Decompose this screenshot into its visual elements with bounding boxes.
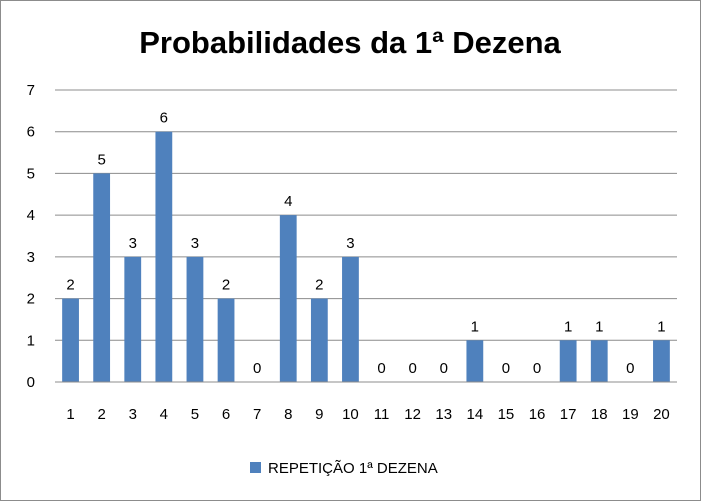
data-label: 0 [253, 360, 261, 377]
bar [466, 340, 484, 382]
data-label: 2 [315, 277, 323, 294]
data-label: 0 [377, 360, 385, 377]
x-tick-label: 4 [160, 406, 168, 423]
data-label: 0 [502, 360, 510, 377]
data-label: 3 [129, 235, 137, 252]
data-label: 1 [657, 318, 665, 335]
bar [590, 340, 608, 382]
x-tick-label: 12 [404, 406, 421, 423]
data-label: 4 [284, 193, 292, 210]
bar [93, 173, 111, 382]
x-tick-label: 13 [435, 406, 452, 423]
y-tick-label: 5 [27, 165, 35, 182]
legend-label: REPETIÇÃO 1ª DEZENA [268, 460, 438, 477]
x-tick-label: 16 [529, 406, 546, 423]
x-tick-label: 17 [560, 406, 577, 423]
bar [559, 340, 577, 382]
data-label: 1 [595, 318, 603, 335]
x-tick-label: 7 [253, 406, 261, 423]
data-label: 0 [626, 360, 634, 377]
x-tick-label: 15 [498, 406, 515, 423]
bar [342, 256, 359, 382]
legend: REPETIÇÃO 1ª DEZENA [250, 460, 438, 477]
data-label: 5 [97, 151, 105, 168]
chart-title: Probabilidades da 1ª Dezena [139, 25, 561, 60]
data-label: 3 [191, 235, 199, 252]
y-tick-label: 1 [27, 332, 35, 349]
bars [62, 131, 670, 382]
y-tick-label: 7 [27, 82, 35, 99]
x-tick-label: 19 [622, 406, 639, 423]
data-label: 0 [440, 360, 448, 377]
x-tick-label: 6 [222, 406, 230, 423]
data-labels: 2 5 3 6 3 2 0 4 2 3 0 0 0 1 0 0 1 1 0 1 [66, 110, 665, 377]
data-label: 6 [160, 110, 168, 127]
bar [653, 340, 670, 382]
data-label: 2 [66, 277, 74, 294]
data-label: 2 [222, 277, 230, 294]
gridlines [55, 89, 677, 341]
y-tick-label: 4 [27, 207, 35, 224]
bar [186, 256, 204, 382]
x-tick-label: 5 [191, 406, 199, 423]
data-label: 3 [346, 235, 354, 252]
x-tick-label: 1 [66, 406, 74, 423]
legend-swatch [250, 462, 261, 473]
x-tick-label: 20 [653, 406, 670, 423]
x-axis-ticks: 1 2 3 4 5 6 7 8 9 10 11 12 13 14 15 16 17 18 19 20 [66, 406, 669, 423]
x-tick-label: 9 [315, 406, 323, 423]
x-tick-label: 18 [591, 406, 608, 423]
bar [62, 298, 79, 382]
bar [310, 298, 328, 382]
data-label: 1 [471, 318, 479, 335]
x-tick-label: 11 [374, 406, 390, 423]
x-tick-label: 2 [97, 406, 105, 423]
bar [279, 215, 297, 382]
data-label: 0 [408, 360, 416, 377]
x-tick-label: 3 [129, 406, 137, 423]
x-tick-label: 14 [467, 406, 484, 423]
bar [217, 298, 235, 382]
bar [124, 256, 142, 382]
y-tick-label: 2 [27, 291, 35, 308]
y-axis-ticks: 0 1 2 3 4 5 6 7 [27, 82, 35, 391]
x-tick-label: 8 [284, 406, 292, 423]
x-tick-label: 10 [342, 406, 359, 423]
bar [155, 131, 173, 382]
y-tick-label: 3 [27, 249, 35, 266]
y-tick-label: 0 [27, 374, 35, 391]
data-label: 1 [564, 318, 572, 335]
data-label: 0 [533, 360, 541, 377]
y-tick-label: 6 [27, 124, 35, 141]
